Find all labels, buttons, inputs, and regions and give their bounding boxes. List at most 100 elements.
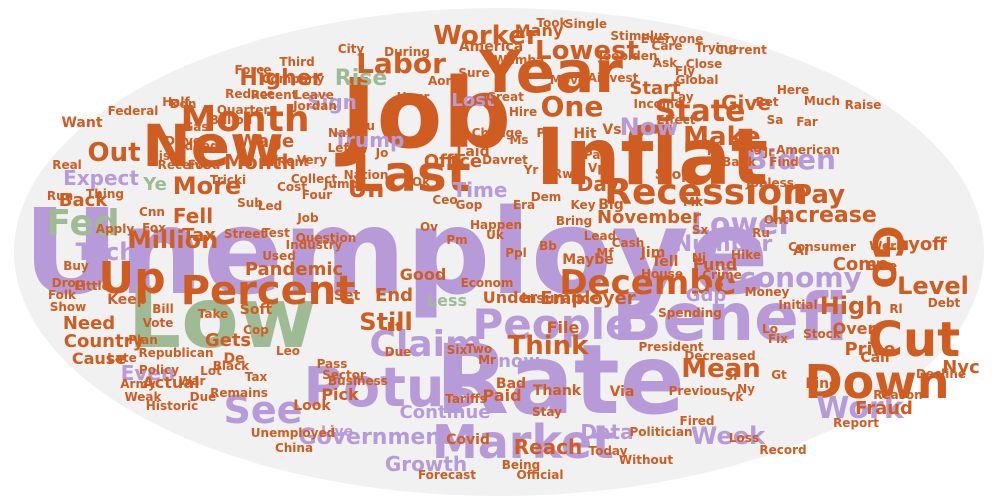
word-keep: Keep — [107, 292, 147, 308]
word-lay: Lay — [670, 90, 694, 104]
word-current: Current — [715, 43, 767, 57]
word-ok: Ok — [411, 175, 431, 189]
word-ye: Ye — [143, 174, 167, 195]
word-army: Army — [120, 377, 156, 391]
word-even: Even — [120, 361, 176, 385]
word-collect: Collect — [290, 172, 338, 186]
word-raise: Raise — [844, 98, 882, 112]
word-biden: Biden — [746, 143, 836, 176]
word-mean: Mean — [681, 354, 761, 384]
word-econom: Econom — [460, 276, 514, 290]
word-vote: Vote — [142, 316, 174, 330]
word-bring: Bring — [555, 214, 593, 228]
word-growth: Growth — [384, 452, 468, 476]
word-vs: Vs — [602, 122, 622, 138]
word-ms: Ms — [509, 133, 529, 147]
word-job: Job — [340, 58, 512, 170]
word-decline: Decline — [915, 367, 967, 381]
word-layoff: Layoff — [885, 234, 947, 255]
word-market: Market — [431, 415, 615, 469]
word-many: Many — [514, 21, 564, 40]
word-yr: Yr — [523, 163, 539, 177]
word-under: Under — [482, 288, 538, 307]
word-nation: Nation — [343, 168, 389, 182]
word-ask: Ask — [652, 56, 678, 70]
word-without: Without — [618, 453, 674, 467]
word-here: Here — [776, 83, 810, 97]
word-tax: Tax — [182, 225, 216, 246]
word-added: Added — [175, 139, 219, 153]
word-far: Far — [796, 115, 818, 129]
word-expect: Expect — [63, 166, 139, 190]
word-mk: Mk — [683, 195, 703, 209]
word-number: Number — [673, 232, 773, 257]
word-people: People — [472, 300, 634, 349]
word-yk: Yk — [726, 390, 744, 404]
word-ont: Ont — [763, 213, 789, 227]
word-buy: Buy — [63, 259, 89, 273]
word-gdp: Gdp — [685, 285, 727, 306]
cloud-background — [14, 8, 984, 496]
word-leave: Leave — [294, 88, 334, 102]
word-de: De — [223, 351, 245, 367]
word-weak: Weak — [124, 390, 162, 404]
word-country: Country — [63, 331, 145, 352]
word-ret: Ret — [755, 95, 779, 109]
word-economy: Economy — [720, 261, 862, 294]
word-pass: Pass — [316, 357, 348, 371]
word-care: Care — [651, 39, 683, 53]
word-tax: Tax — [244, 370, 268, 384]
word-office: Office — [423, 151, 483, 172]
word-part: Part — [583, 148, 613, 162]
word-sector: Sector — [322, 368, 366, 382]
word-lead: Lead — [583, 229, 617, 243]
word-live: Live — [320, 424, 354, 440]
word-reach: Reach — [513, 435, 583, 459]
word-still: Still — [359, 308, 413, 336]
word-crime: Crime — [702, 268, 742, 282]
word-job: Job — [297, 211, 319, 225]
word-give: Give — [721, 91, 771, 115]
word-si: Si — [724, 369, 738, 383]
word-unemploye: Unemploye — [23, 183, 769, 321]
word-cause: Cause — [71, 349, 127, 368]
word-year: Year — [479, 38, 623, 106]
word-fell: Fell — [172, 204, 214, 228]
word-jordan: Jordan — [293, 99, 337, 113]
word-benefi: Benefi — [612, 279, 848, 356]
word-bad: Bad — [495, 376, 527, 392]
word-forecast: Forecast — [417, 468, 477, 482]
word-percent: Percent — [180, 268, 356, 314]
word-blue: Blue — [867, 259, 897, 273]
word-pay: Pay — [792, 180, 846, 210]
word-uk: Uk — [486, 228, 504, 242]
word-jo: Jo — [375, 146, 389, 160]
word-fired: Fired — [679, 414, 715, 428]
word-two: Two — [465, 342, 493, 356]
word-stay: Stay — [532, 405, 562, 419]
word-now: Now — [619, 113, 679, 141]
word-lo: Lo — [762, 322, 778, 336]
word-happen: Happen — [469, 218, 523, 232]
word-day: Day — [576, 172, 620, 196]
word-industry: Industry — [285, 238, 343, 252]
word-run: Run — [46, 189, 74, 203]
word-good: Good — [399, 265, 447, 284]
word-tricki: Tricki — [209, 173, 247, 187]
word-jr: Jr — [763, 145, 775, 159]
word-inflat: Inflat — [535, 113, 769, 203]
word-rise: Rise — [334, 66, 388, 91]
word-republican: Republican — [138, 346, 214, 360]
word-low: Low — [127, 269, 317, 367]
word-gop: Gop — [455, 198, 483, 212]
word-via: Via — [609, 384, 635, 400]
word-lost: Lost — [451, 90, 495, 111]
word-employer: Employer — [540, 288, 636, 309]
word-up: Up — [98, 253, 166, 304]
word-left: Left — [327, 141, 355, 155]
word-out: Out — [87, 138, 141, 168]
word-fed: Fed — [46, 203, 120, 244]
word-lower: Lower — [690, 207, 794, 242]
word-fund: Fund — [692, 255, 738, 274]
word-bank: Bank — [722, 155, 756, 169]
